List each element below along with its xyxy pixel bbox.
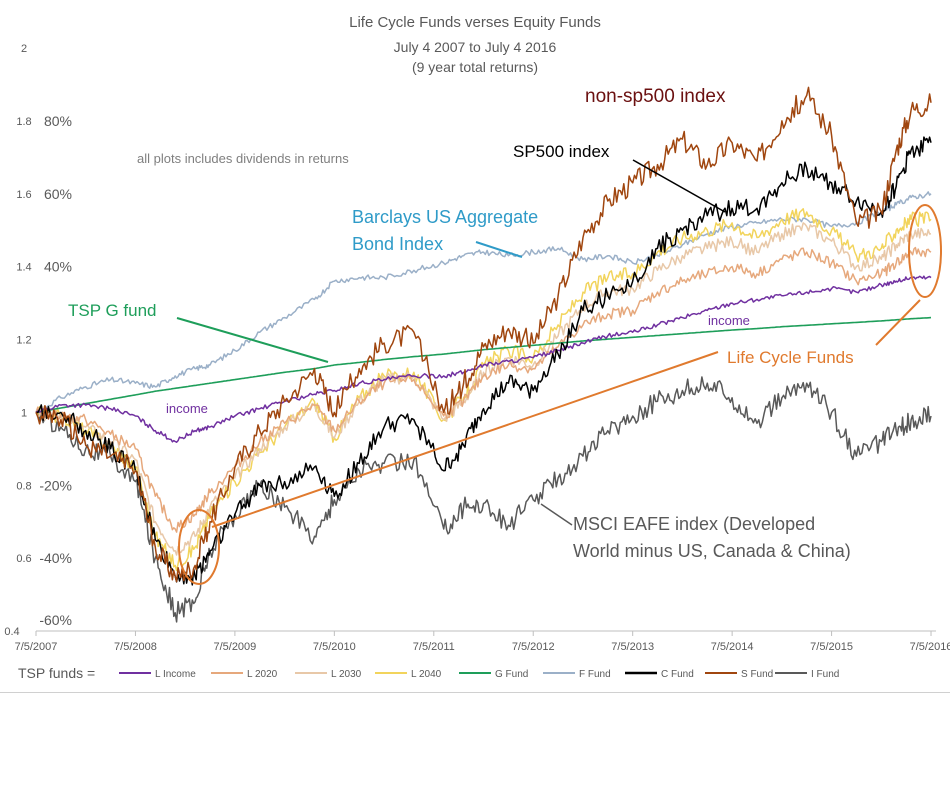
series-line-i-fund	[35, 376, 932, 623]
legend-prefix: TSP funds =	[18, 665, 95, 681]
legend-label: F Fund	[579, 669, 611, 680]
annotation-text: all plots includes dividends in returns	[137, 151, 349, 166]
legend-label: L 2040	[411, 669, 442, 680]
barclays-pointer-line	[475, 241, 523, 258]
percent-label: 40%	[44, 259, 72, 275]
x-tick-label: 7/5/2014	[711, 641, 754, 653]
legend-item: L 2040	[375, 669, 442, 680]
percent-label: -60%	[39, 612, 72, 628]
y-tick-label: 1.6	[16, 189, 31, 201]
frame-divider	[0, 692, 950, 693]
percent-label: -40%	[39, 550, 72, 566]
series-line-s-fund	[35, 86, 932, 583]
legend-item: I Fund	[775, 669, 839, 680]
legend-item: L 2020	[211, 669, 278, 680]
legend-label: S Fund	[741, 669, 773, 680]
lifecycle-pointer-line	[211, 351, 719, 528]
y-tick-label: 1	[21, 407, 27, 419]
annotation-text: income	[708, 313, 750, 328]
annotation-text: World minus US, Canada & China)	[573, 541, 851, 561]
lifecycle-highlight-ellipse-left	[178, 509, 220, 585]
legend-item: G Fund	[459, 669, 528, 680]
gfund-pointer-line	[176, 317, 329, 363]
x-tick-label: 7/5/2015	[810, 641, 853, 653]
annotation-text: Life Cycle Funds	[727, 348, 854, 367]
legend-item: C Fund	[625, 669, 694, 680]
legend-item: L Income	[119, 669, 196, 680]
percent-label: -20%	[39, 477, 72, 493]
sp500-pointer-line	[632, 159, 726, 213]
chart-subtitle-line: (9 year total returns)	[412, 59, 538, 75]
y-tick-label: 0.6	[16, 553, 31, 565]
x-tick-label: 7/5/2008	[114, 641, 157, 653]
chart-title: Life Cycle Funds verses Equity Funds	[349, 14, 601, 31]
percent-label: 60%	[44, 186, 72, 202]
lifecycle-highlight-ellipse-right	[908, 204, 942, 298]
annotation-text: Barclays US Aggregate	[352, 207, 538, 227]
legend-item: S Fund	[705, 669, 773, 680]
percent-label: 80%	[44, 113, 72, 129]
annotation-text: income	[166, 401, 208, 416]
chart-subtitle-line: July 4 2007 to July 4 2016	[394, 39, 557, 55]
y-tick-label: 2	[21, 43, 27, 55]
annotation-text: SP500 index	[513, 142, 610, 161]
legend-label: G Fund	[495, 669, 528, 680]
legend-label: L 2020	[247, 669, 278, 680]
x-tick-label: 7/5/2010	[313, 641, 356, 653]
y-tick-label: 1.4	[16, 262, 31, 274]
series-line-l-2030	[35, 222, 932, 556]
series-line-l-2020	[35, 246, 932, 533]
msci-pointer-line	[540, 503, 573, 526]
x-tick-label: 7/5/2016	[910, 641, 950, 653]
annotation-text: TSP G fund	[68, 301, 157, 320]
y-tick-label: 1.2	[16, 335, 31, 347]
annotation-text: Bond Index	[352, 234, 443, 254]
y-tick-label: 0.4	[4, 626, 19, 638]
x-tick-label: 7/5/2007	[15, 641, 58, 653]
x-tick-label: 7/5/2009	[213, 641, 256, 653]
legend-label: C Fund	[661, 669, 694, 680]
annotation-text: MSCI EAFE index (Developed	[573, 514, 815, 534]
y-tick-label: 1.8	[16, 116, 31, 128]
y-tick-label: 0.8	[16, 480, 31, 492]
legend-label: L Income	[155, 669, 196, 680]
annotation-text: non-sp500 index	[585, 86, 726, 107]
series-line-g-fund	[35, 316, 932, 414]
legend-label: I Fund	[811, 669, 839, 680]
x-tick-label: 7/5/2011	[413, 641, 455, 653]
legend-item: L 2030	[295, 669, 362, 680]
legend-label: L 2030	[331, 669, 362, 680]
legend-item: F Fund	[543, 669, 611, 680]
x-tick-label: 7/5/2012	[512, 641, 555, 653]
series-line-l-income	[35, 275, 932, 443]
x-tick-label: 7/5/2013	[611, 641, 654, 653]
lifecycle-pointer-line-right	[875, 299, 921, 346]
